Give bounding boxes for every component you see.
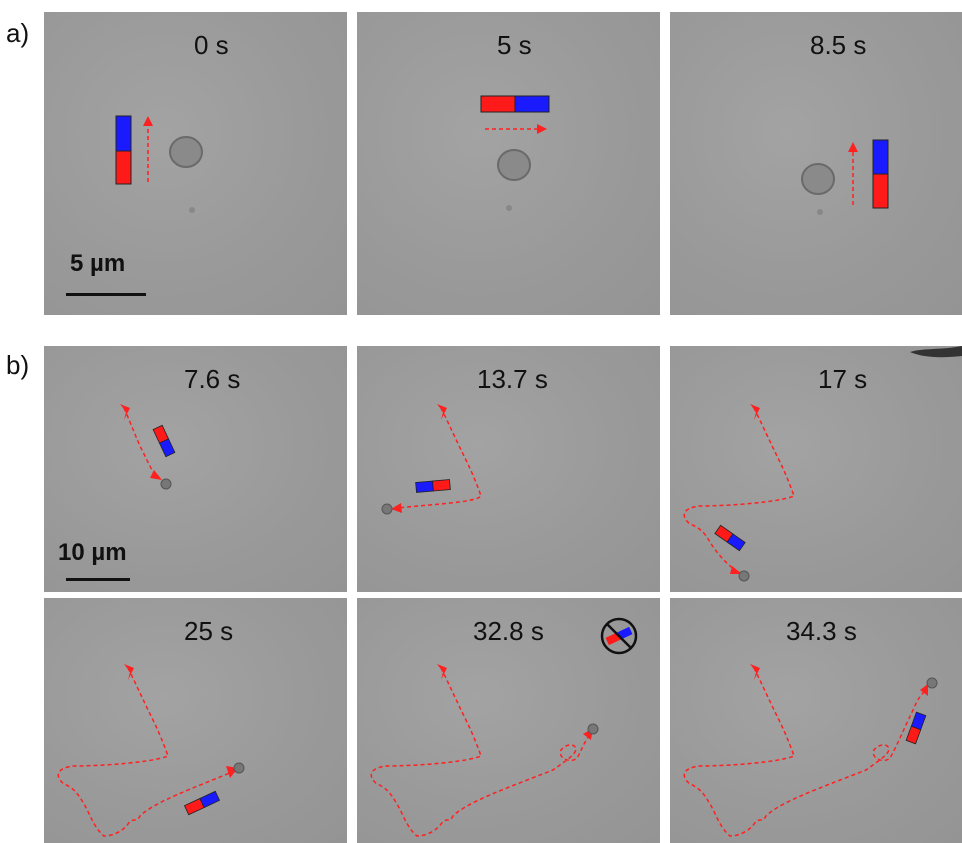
- frame-b-3: 25 s: [44, 598, 347, 843]
- frame-a-0-graphics: [115, 115, 203, 213]
- frame-a-1-graphics: [480, 95, 550, 211]
- trajectory-path: [683, 667, 927, 837]
- microparticle: [233, 762, 245, 774]
- scale-bar: [66, 293, 146, 296]
- trajectory-start-arrow: [750, 404, 760, 420]
- scale-bar: [66, 578, 130, 581]
- trajectory-path: [370, 667, 590, 837]
- microparticle: [801, 163, 835, 195]
- trajectory-arrow-icon: [848, 142, 858, 205]
- magnet-icon: [872, 139, 889, 209]
- frame-b-4: 32.8 s: [357, 598, 660, 843]
- trajectory-path: [57, 667, 233, 837]
- frame-time: 17 s: [818, 364, 868, 394]
- microparticle: [738, 570, 750, 582]
- magnet-icon: [905, 711, 927, 745]
- trajectory-end-arrow: [391, 503, 402, 513]
- trajectory-end-arrow: [920, 684, 928, 696]
- frame-b-0-graphics: [120, 404, 176, 490]
- trajectory-start-arrow: [750, 664, 760, 680]
- frame-b-5-graphics: [683, 664, 938, 837]
- frame-b-4-graphics: [370, 617, 638, 837]
- frame-b-3-graphics: [57, 664, 245, 837]
- frame-time: 0 s: [194, 30, 229, 60]
- scale-bar-label: 5 µm: [70, 250, 126, 277]
- trajectory-end-arrow: [150, 470, 162, 480]
- frame-time: 13.7 s: [477, 364, 548, 394]
- frame-a-2: 8.5 s: [670, 12, 962, 315]
- microparticle: [169, 136, 203, 168]
- trajectory-start-arrow: [124, 664, 134, 680]
- frame-a-1: 5 s: [357, 12, 660, 315]
- frame-a-0: 0 s 5 µm: [44, 12, 347, 315]
- magnet-icon: [183, 790, 221, 816]
- frame-b-5: 34.3 s: [670, 598, 962, 843]
- frame-b-1-graphics: [381, 404, 482, 515]
- frame-time: 25 s: [184, 616, 234, 646]
- frame-b-2-graphics: [683, 346, 962, 582]
- trajectory-arrow-icon: [143, 116, 153, 182]
- trajectory-path: [683, 407, 795, 573]
- microparticle: [926, 677, 938, 689]
- row-b-label: b): [6, 350, 30, 380]
- no-field-icon: [600, 617, 638, 655]
- trajectory-start-arrow: [120, 404, 130, 420]
- frame-time: 5 s: [497, 30, 532, 60]
- magnet-icon: [415, 479, 451, 493]
- frame-b-0: 7.6 s 10 µm: [44, 346, 347, 592]
- frame-time: 7.6 s: [184, 364, 241, 394]
- trajectory-end-arrow: [730, 566, 742, 574]
- microparticle: [160, 478, 172, 490]
- microparticle: [587, 723, 599, 735]
- debris: [506, 205, 512, 211]
- magnet-icon: [152, 424, 176, 458]
- microparticle: [381, 503, 393, 515]
- trajectory-start-arrow: [437, 404, 447, 420]
- trajectory-arrow-icon: [485, 124, 547, 134]
- frame-time: 34.3 s: [786, 616, 857, 646]
- scale-bar-label: 10 µm: [58, 539, 127, 566]
- dark-debris: [910, 346, 962, 358]
- magnet-icon: [115, 115, 132, 185]
- debris: [189, 207, 195, 213]
- magnet-icon: [480, 95, 550, 113]
- trajectory-path: [396, 407, 482, 509]
- frame-b-1: 13.7 s: [357, 346, 660, 592]
- row-a-label: a): [6, 18, 30, 48]
- frame-time: 8.5 s: [810, 30, 867, 60]
- frame-time: 32.8 s: [473, 616, 544, 646]
- magnet-icon: [714, 524, 746, 552]
- frame-a-2-graphics: [801, 139, 889, 215]
- trajectory-path: [123, 407, 159, 479]
- frame-b-2: 17 s: [670, 346, 962, 592]
- microparticle: [497, 149, 531, 181]
- debris: [817, 209, 823, 215]
- trajectory-start-arrow: [437, 664, 447, 680]
